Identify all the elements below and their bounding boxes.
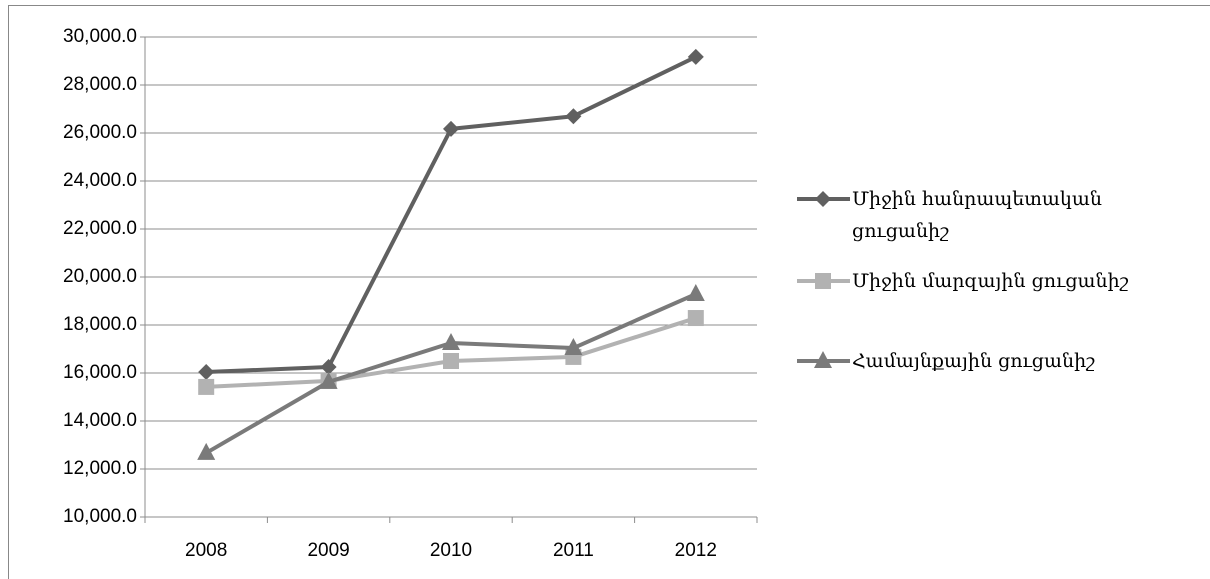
y-tick-label: 26,000.0 (63, 122, 137, 143)
data-point (198, 378, 215, 395)
legend-label: Համայնքային ցուցանիշ (852, 350, 1095, 372)
data-point (443, 353, 459, 369)
data-point (565, 108, 582, 125)
y-tick-label: 24,000.0 (63, 170, 137, 191)
y-tick-label: 22,000.0 (63, 218, 137, 239)
data-point (442, 333, 460, 350)
y-tick-label: 10,000.0 (63, 506, 137, 527)
x-tick-label: 2008 (185, 540, 227, 561)
data-point (687, 310, 704, 327)
legend-marker (814, 351, 832, 368)
data-point (320, 359, 337, 375)
x-tick-label: 2011 (553, 540, 594, 561)
data-point (198, 364, 215, 381)
y-tick-label: 14,000.0 (63, 410, 137, 431)
chart-border (8, 5, 1210, 579)
y-tick-label: 30,000.0 (63, 26, 137, 47)
y-tick-label: 20,000.0 (63, 266, 137, 287)
legend-label: Միջին հանրապետական ցուցանիշ (852, 188, 1102, 242)
x-tick-label: 2009 (307, 540, 349, 561)
data-point (197, 442, 216, 460)
data-point (564, 338, 583, 356)
x-tick-label: 2010 (430, 540, 472, 561)
x-tick-label: 2012 (675, 540, 717, 561)
data-point (686, 284, 705, 302)
legend-marker (815, 273, 831, 289)
data-point (319, 371, 338, 389)
legend-label: Միջին մարզային ցուցանիշ (852, 270, 1129, 292)
data-point (687, 48, 704, 65)
y-tick-label: 18,000.0 (63, 314, 137, 335)
data-point (443, 120, 459, 137)
legend-marker (815, 191, 831, 207)
y-tick-label: 16,000.0 (63, 362, 137, 383)
y-tick-label: 12,000.0 (63, 458, 137, 479)
y-tick-label: 28,000.0 (63, 74, 137, 95)
